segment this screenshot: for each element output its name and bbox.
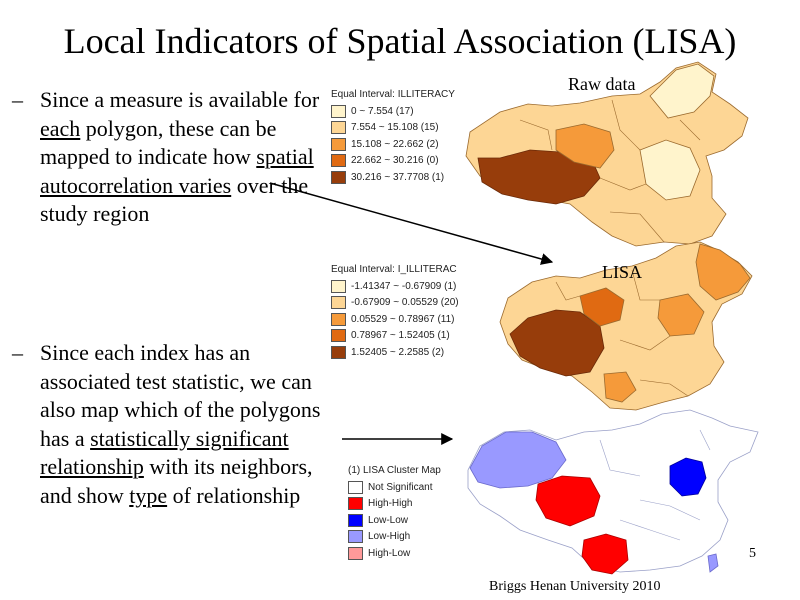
legend-swatch (348, 480, 363, 494)
legend-title: Equal Interval: I_ILLITERAC (331, 264, 457, 275)
region-high-high-north (535, 475, 601, 527)
legend-item: Low-Low (348, 512, 441, 529)
underlined-text: type (129, 482, 168, 508)
legend-label: 0.78967 ~ 1.52405 (1) (351, 330, 450, 342)
region-west-lisa (509, 309, 605, 377)
bullet-text-segment: of relationship (167, 482, 301, 508)
raw-data-map (465, 61, 749, 247)
legend-swatch (331, 154, 346, 168)
legend-swatch (331, 312, 346, 326)
region-low-low (669, 457, 707, 497)
lisa-cluster-map (467, 409, 759, 575)
legend-lisa-cluster: (1) LISA Cluster Map Not Significant High-… (348, 465, 441, 562)
region-high-high-south (581, 533, 629, 575)
legend-title: Equal Interval: ILLITERACY (331, 89, 455, 100)
legend-label: 30.216 ~ 37.7708 (1) (351, 171, 445, 183)
underlined-text: spatial autocorrelation varies (40, 144, 314, 198)
legend-swatch (331, 137, 346, 151)
legend-swatch (331, 170, 346, 184)
legend-item: 0 ~ 7.554 (17) (331, 103, 455, 120)
arrow-to-lisa-map (269, 182, 554, 265)
legend-swatch (331, 345, 346, 359)
legend-raw-data: Equal Interval: ILLITERACY 0 ~ 7.554 (17)… (331, 89, 455, 186)
legend-label: 0.05529 ~ 0.78967 (11) (351, 313, 455, 325)
region-east-lisa (657, 293, 705, 337)
legend-label: 15.108 ~ 22.662 (2) (351, 138, 439, 150)
legend-swatch (331, 296, 346, 310)
region-taiwan (707, 553, 719, 573)
legend-swatch (348, 546, 363, 560)
legend-swatch (348, 530, 363, 544)
region-east-raw (639, 139, 701, 201)
region-northeast-lisa (695, 243, 751, 301)
legend-swatch (331, 279, 346, 293)
legend-item: High-Low (348, 545, 441, 562)
legend-label: -1.41347 ~ -0.67909 (1) (351, 280, 457, 292)
region-low-high (469, 431, 567, 489)
underlined-text: each (40, 115, 81, 141)
bullet-text-segment: Since a measure is available for (40, 87, 320, 112)
page-number: 5 (749, 546, 756, 561)
legend-item: 7.554 ~ 15.108 (15) (331, 120, 455, 137)
region-south-lisa (603, 371, 637, 403)
legend-item: 22.662 ~ 30.216 (0) (331, 153, 455, 170)
legend-item: -0.67909 ~ 0.05529 (20) (331, 295, 459, 312)
legend-item: -1.41347 ~ -0.67909 (1) (331, 278, 459, 295)
legend-label: 0 ~ 7.554 (17) (351, 105, 414, 117)
raw-data-label: Raw data (568, 74, 636, 94)
legend-item: 30.216 ~ 37.7708 (1) (331, 169, 455, 186)
legend-item: 1.52405 ~ 2.2585 (2) (331, 344, 459, 361)
slide-title: Local Indicators of Spatial Association … (63, 21, 737, 61)
bullet-dash: – (12, 340, 23, 365)
bullet-text-segment: Since each index has an associated test … (40, 340, 321, 451)
legend-label: 1.52405 ~ 2.2585 (2) (351, 346, 445, 358)
legend-item: 15.108 ~ 22.662 (2) (331, 136, 455, 153)
bullet-dash: – (12, 87, 23, 112)
legend-label: -0.67909 ~ 0.05529 (20) (351, 297, 459, 309)
legend-item: 0.78967 ~ 1.52405 (1) (331, 328, 459, 345)
legend-label: High-Low (368, 547, 411, 559)
region-north-raw (649, 63, 715, 119)
legend-item: High-High (348, 496, 441, 513)
bullet-text: Since each index has an associated test … (40, 339, 332, 510)
legend-item: Not Significant (348, 479, 441, 496)
bullet-text: Since a measure is available for each po… (40, 86, 332, 229)
underlined-text: statistically significant relationship (40, 425, 289, 480)
lisa-label: LISA (602, 262, 642, 282)
region-central-lisa (579, 287, 625, 327)
bullet-text-segment: polygon, these can be mapped to indicate… (40, 115, 277, 170)
footer-credit: Briggs Henan University 2010 (489, 579, 661, 594)
legend-swatch (331, 104, 346, 118)
legend-swatch (331, 121, 346, 135)
bullet-point-1: – Since a measure is available for each … (12, 86, 332, 229)
legend-title: (1) LISA Cluster Map (348, 465, 441, 476)
legend-swatch (348, 513, 363, 527)
bullet-point-2: – Since each index has an associated tes… (12, 339, 332, 510)
legend-label: Low-Low (368, 514, 409, 526)
region-west-raw (477, 149, 601, 205)
legend-item: Low-High (348, 529, 441, 546)
legend-label: 22.662 ~ 30.216 (0) (351, 155, 439, 167)
bullet-text-segment: over the study region (40, 172, 309, 227)
legend-label: 7.554 ~ 15.108 (15) (351, 122, 439, 134)
region-central-raw (555, 123, 615, 169)
lisa-map (499, 241, 753, 411)
legend-label: High-High (368, 498, 413, 510)
legend-item: 0.05529 ~ 0.78967 (11) (331, 311, 459, 328)
bullet-text-segment: with its neighbors, and show (40, 454, 313, 508)
legend-label: Low-High (368, 531, 411, 543)
legend-swatch (348, 497, 363, 511)
legend-label: Not Significant (368, 481, 433, 493)
legend-swatch (331, 329, 346, 343)
legend-lisa: Equal Interval: I_ILLITERAC -1.41347 ~ -0… (331, 264, 459, 361)
